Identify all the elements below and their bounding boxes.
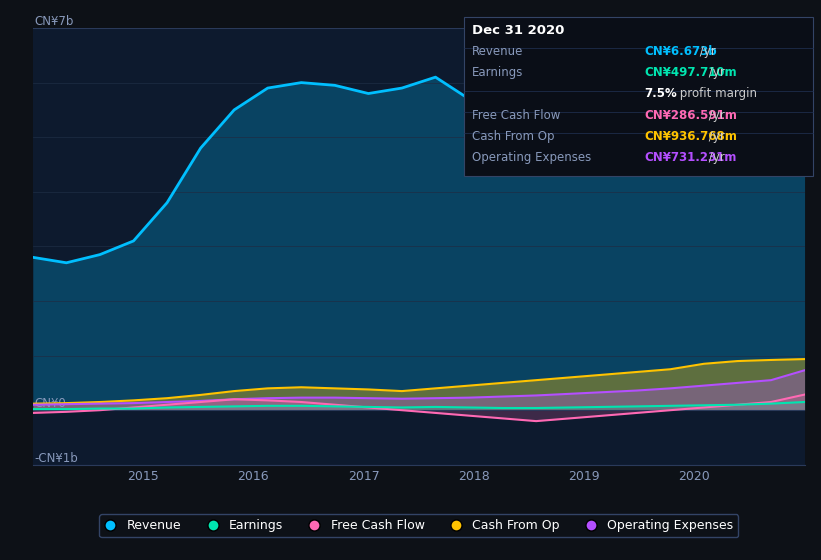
Text: CN¥0: CN¥0 <box>34 397 67 410</box>
Text: CN¥286.591m: CN¥286.591m <box>644 109 737 122</box>
Text: Revenue: Revenue <box>472 45 524 58</box>
Text: Free Cash Flow: Free Cash Flow <box>472 109 561 122</box>
Text: CN¥7b: CN¥7b <box>34 15 74 28</box>
Legend: Revenue, Earnings, Free Cash Flow, Cash From Op, Operating Expenses: Revenue, Earnings, Free Cash Flow, Cash … <box>99 514 738 537</box>
Text: /yr: /yr <box>705 130 725 143</box>
Text: Cash From Op: Cash From Op <box>472 130 554 143</box>
Text: CN¥731.231m: CN¥731.231m <box>644 151 737 164</box>
Text: CN¥6.673b: CN¥6.673b <box>644 45 717 58</box>
Text: /yr: /yr <box>705 109 725 122</box>
Text: /yr: /yr <box>705 151 725 164</box>
Text: 7.5%: 7.5% <box>644 87 677 100</box>
Text: /yr: /yr <box>705 66 725 79</box>
Text: /yr: /yr <box>695 45 715 58</box>
Text: Earnings: Earnings <box>472 66 524 79</box>
Text: Operating Expenses: Operating Expenses <box>472 151 591 164</box>
Text: profit margin: profit margin <box>676 87 757 100</box>
Text: Dec 31 2020: Dec 31 2020 <box>472 24 565 36</box>
Text: -CN¥1b: -CN¥1b <box>34 452 78 465</box>
Text: CN¥936.768m: CN¥936.768m <box>644 130 737 143</box>
Text: CN¥497.710m: CN¥497.710m <box>644 66 737 79</box>
